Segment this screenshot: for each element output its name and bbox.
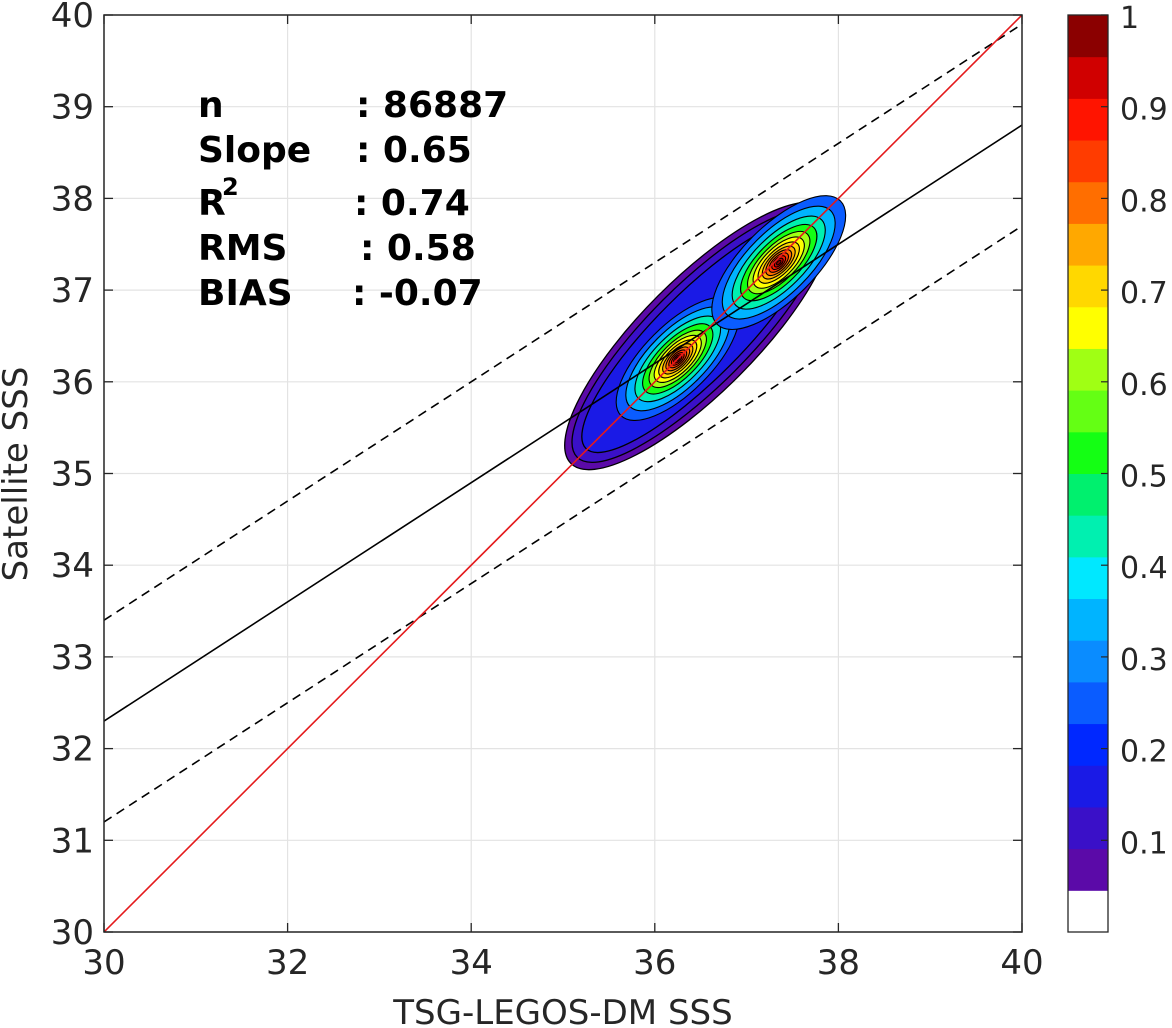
lower-bound-line <box>104 225 1022 823</box>
stat-r2-label: R <box>198 183 226 224</box>
x-tick-label: 36 <box>633 943 676 983</box>
x-tick-label: 38 <box>817 943 860 983</box>
colorbar-segment <box>1068 556 1108 600</box>
x-axis-label: TSG-LEGOS-DM SSS <box>392 993 732 1028</box>
y-tick-label: 40 <box>51 0 94 36</box>
colorbar-segment <box>1068 806 1108 850</box>
colorbar-segment <box>1068 681 1108 725</box>
y-tick-label: 39 <box>51 88 94 128</box>
stat-n-value: : 86887 <box>356 85 508 126</box>
tick-layer: 30 32 34 36 38 40 30 31 32 33 34 35 36 37 38 39 40 <box>51 0 1044 983</box>
x-tick-label: 34 <box>450 943 493 983</box>
stat-rms-label: RMS <box>198 228 287 269</box>
x-tick-label: 40 <box>1000 943 1043 983</box>
y-tick-label: 36 <box>51 363 94 403</box>
stat-r2-value: : 0.74 <box>354 183 470 224</box>
grid-layer <box>103 14 1023 933</box>
colorbar-segment <box>1068 765 1108 808</box>
colorbar-segment <box>1068 181 1108 224</box>
colorbar-segment <box>1068 723 1108 766</box>
x-tick-label: 32 <box>266 943 309 983</box>
colorbar-tick-label: 0.4 <box>1120 551 1168 586</box>
line-layer <box>104 15 1022 932</box>
stat-bias-label: BIAS <box>198 273 293 314</box>
colorbar-segment <box>1068 390 1108 433</box>
y-tick-label: 38 <box>51 179 94 219</box>
colorbar-tick-label: 0.1 <box>1120 826 1168 861</box>
x-tick-label: 30 <box>82 943 125 983</box>
colorbar-tick-label: 1 <box>1120 1 1139 36</box>
colorbar-segment <box>1068 265 1108 308</box>
colorbar-segment <box>1068 515 1108 558</box>
colorbar-segment <box>1068 98 1108 141</box>
y-tick-label: 37 <box>51 271 94 311</box>
y-tick-label: 34 <box>51 546 94 586</box>
stat-slope-value: : 0.65 <box>356 130 472 171</box>
colorbar: 0.1 0.2 0.3 0.4 0.5 0.6 0.7 0.8 0.9 1 <box>1067 1 1168 933</box>
colorbar-tick-label: 0.6 <box>1120 368 1168 403</box>
colorbar-segment <box>1068 15 1108 58</box>
y-tick-label: 35 <box>51 455 94 495</box>
y-tick-label: 33 <box>51 638 94 678</box>
colorbar-tick-label: 0.8 <box>1120 184 1168 219</box>
colorbar-segment <box>1068 640 1108 683</box>
stat-r2-superscript: 2 <box>222 173 239 201</box>
y-axis-label: Satellite SSS <box>0 367 36 582</box>
colorbar-segment <box>1068 56 1108 99</box>
stat-n-label: n <box>198 85 224 126</box>
y-tick-label: 32 <box>51 730 94 770</box>
colorbar-segment <box>1068 348 1108 391</box>
colorbar-segment <box>1068 431 1108 474</box>
colorbar-segment <box>1068 140 1108 183</box>
colorbar-tick-label: 0.9 <box>1120 93 1168 128</box>
colorbar-tick-label: 0.3 <box>1120 643 1168 678</box>
stat-bias-value: : -0.07 <box>352 273 483 314</box>
upper-bound-line <box>104 23 1022 621</box>
colorbar-segment <box>1068 848 1108 891</box>
colorbar-segment <box>1068 890 1108 933</box>
density-contour <box>775 259 782 266</box>
identity-line <box>104 15 1022 932</box>
colorbar-tick-label: 0.5 <box>1120 460 1168 495</box>
colorbar-tick-label: 0.7 <box>1120 276 1168 311</box>
stat-slope-label: Slope <box>198 130 311 171</box>
colorbar-segment <box>1068 306 1108 349</box>
regression-line <box>104 124 1022 722</box>
stats-box: n : 86887 Slope : 0.65 R 2 : 0.74 RMS : … <box>198 85 508 314</box>
colorbar-segment <box>1068 473 1108 516</box>
colorbar-tick-label: 0.2 <box>1120 735 1168 770</box>
stat-rms-value: : 0.58 <box>360 228 476 269</box>
y-tick-label: 30 <box>51 913 94 953</box>
colorbar-segment <box>1068 223 1108 266</box>
colorbar-segment <box>1068 598 1108 641</box>
y-tick-label: 31 <box>51 821 94 861</box>
